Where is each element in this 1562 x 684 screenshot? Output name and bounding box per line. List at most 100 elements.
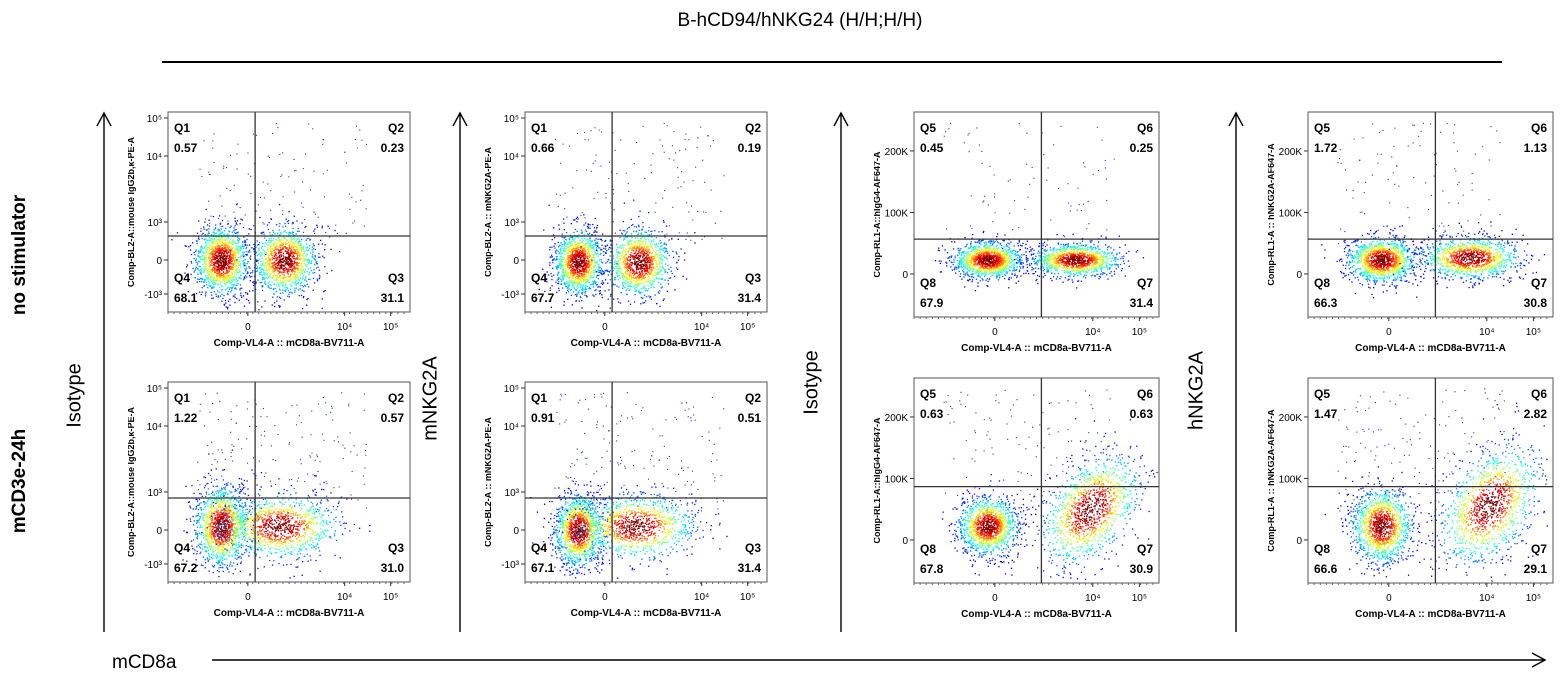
event-dot (556, 274, 559, 276)
event-dot (600, 248, 602, 251)
event-dot (639, 252, 641, 254)
event-dot (573, 269, 575, 271)
event-dot (625, 263, 627, 265)
event-dot (641, 274, 644, 276)
event-dot (595, 293, 597, 296)
event-dot (639, 265, 641, 267)
event-dot (222, 279, 224, 281)
event-dot (635, 255, 638, 257)
event-dot (560, 278, 562, 281)
event-dot (292, 257, 295, 260)
event-dot (634, 251, 637, 253)
event-dot (271, 265, 274, 267)
event-dot (569, 248, 571, 250)
event-dot (287, 248, 289, 250)
event-dot (267, 276, 269, 278)
event-dot (232, 239, 234, 241)
event-dot (296, 242, 298, 244)
event-dot (571, 265, 573, 267)
event-dot (255, 210, 257, 212)
event-dot (627, 281, 629, 283)
event-dot (614, 262, 617, 264)
event-dot (661, 286, 664, 288)
event-dot (576, 244, 578, 246)
event-dot (301, 248, 303, 250)
event-dot (601, 283, 604, 286)
event-dot (568, 237, 570, 239)
event-dot (621, 233, 624, 235)
event-dot (574, 261, 576, 263)
event-dot (211, 244, 213, 247)
event-dot (286, 243, 288, 245)
event-dot (257, 260, 259, 262)
event-dot (593, 269, 595, 271)
event-dot (574, 257, 576, 260)
event-dot (645, 272, 648, 275)
event-dot (584, 273, 586, 276)
event-dot (221, 242, 223, 245)
event-dot (640, 254, 642, 256)
event-dot (255, 281, 257, 283)
event-dot (267, 260, 269, 262)
event-dot (667, 283, 670, 285)
event-dot (239, 248, 242, 250)
event-dot (584, 265, 587, 267)
event-dot (200, 273, 202, 276)
event-dot (271, 259, 273, 261)
event-dot (335, 224, 337, 226)
event-dot (652, 266, 654, 268)
event-dot (287, 290, 290, 292)
event-dot (291, 231, 294, 233)
event-dot (588, 267, 590, 269)
event-dot (654, 275, 656, 277)
event-dot (556, 266, 559, 268)
event-dot (228, 251, 230, 253)
event-dot (219, 240, 221, 242)
event-dot (286, 250, 288, 253)
event-dot (646, 251, 648, 253)
event-dot (218, 248, 220, 250)
event-dot (296, 282, 298, 285)
event-dot (633, 257, 635, 259)
event-dot (231, 268, 233, 270)
event-dot (220, 228, 222, 230)
event-dot (259, 216, 261, 219)
event-dot (619, 258, 621, 260)
event-dot (587, 285, 589, 288)
event-dot (599, 253, 601, 256)
event-dot (629, 247, 631, 250)
event-dot (300, 249, 302, 251)
event-dot (572, 271, 574, 273)
event-dot (594, 234, 596, 236)
event-dot (264, 265, 266, 268)
event-dot (592, 256, 595, 258)
event-dot (644, 274, 646, 276)
event-dot (568, 263, 570, 265)
event-dot (216, 268, 218, 270)
event-dot (585, 279, 587, 282)
event-dot (316, 280, 319, 282)
event-dot (191, 262, 193, 264)
event-dot (667, 279, 669, 282)
event-dot (589, 272, 591, 275)
event-dot (560, 250, 562, 252)
event-dot (271, 257, 274, 259)
event-dot (622, 246, 624, 248)
event-dot (269, 250, 271, 253)
event-dot (590, 246, 592, 248)
event-dot (633, 274, 635, 276)
event-dot (644, 279, 646, 281)
event-dot (210, 249, 212, 251)
event-dot (567, 250, 570, 253)
event-dot (219, 223, 221, 225)
event-dot (283, 236, 285, 238)
event-dot (293, 248, 295, 250)
event-dot (247, 260, 249, 263)
event-dot (636, 281, 638, 283)
event-dot (594, 262, 596, 264)
event-dot (279, 268, 281, 270)
event-dot (225, 262, 228, 264)
event-dot (239, 223, 241, 225)
event-dot (322, 173, 324, 175)
event-dot (578, 249, 580, 251)
